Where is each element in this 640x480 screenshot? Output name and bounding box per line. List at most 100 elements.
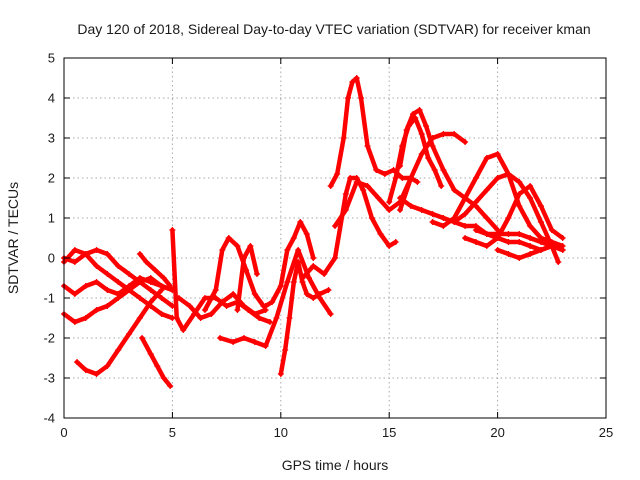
data-point bbox=[136, 315, 143, 321]
data-point bbox=[407, 203, 414, 209]
series-trace bbox=[300, 175, 398, 281]
data-point bbox=[516, 231, 523, 237]
data-point bbox=[527, 251, 534, 257]
data-point bbox=[303, 291, 310, 297]
data-point bbox=[527, 195, 534, 201]
series-trace bbox=[397, 107, 500, 233]
data-point bbox=[247, 243, 254, 249]
data-point bbox=[494, 231, 501, 237]
series-sat-x bbox=[462, 183, 566, 249]
data-point bbox=[212, 287, 219, 293]
y-axis-label: SDTVAR / TECUs bbox=[5, 182, 21, 294]
x-tick-label: 0 bbox=[60, 425, 67, 440]
data-point bbox=[418, 151, 425, 157]
data-point bbox=[345, 95, 352, 101]
data-point bbox=[240, 335, 247, 341]
data-point bbox=[364, 183, 371, 189]
data-point bbox=[342, 207, 349, 213]
data-point bbox=[277, 371, 284, 377]
series-trace bbox=[328, 75, 420, 189]
data-point bbox=[71, 319, 78, 325]
data-point bbox=[483, 243, 490, 249]
data-point bbox=[342, 191, 349, 197]
data-point bbox=[295, 259, 302, 265]
data-point bbox=[167, 383, 174, 389]
data-point bbox=[438, 183, 445, 189]
series-sat-k bbox=[217, 247, 334, 349]
plot-frame bbox=[63, 57, 607, 419]
data-point bbox=[416, 107, 423, 113]
y-tick-label: 5 bbox=[48, 51, 55, 66]
data-point bbox=[334, 171, 341, 177]
series-sat-i bbox=[175, 291, 269, 321]
data-point bbox=[537, 203, 544, 209]
data-point bbox=[472, 175, 479, 181]
data-point bbox=[147, 279, 154, 285]
data-point bbox=[386, 199, 393, 205]
series-trace bbox=[386, 115, 444, 205]
data-point bbox=[429, 135, 436, 141]
data-point bbox=[251, 311, 258, 317]
data-point bbox=[327, 183, 334, 189]
data-point bbox=[269, 299, 276, 305]
series-sat-o bbox=[299, 175, 399, 281]
series-sat-f bbox=[139, 335, 174, 389]
data-point bbox=[115, 279, 122, 285]
data-point bbox=[440, 131, 447, 137]
x-tick-label: 20 bbox=[490, 425, 504, 440]
data-point bbox=[472, 199, 479, 205]
data-point bbox=[82, 283, 89, 289]
data-point bbox=[537, 239, 544, 245]
data-point bbox=[104, 287, 111, 293]
data-point bbox=[505, 171, 512, 177]
data-point bbox=[197, 315, 204, 321]
data-point bbox=[160, 375, 167, 381]
data-point bbox=[104, 271, 111, 277]
data-point bbox=[240, 255, 247, 261]
data-point bbox=[332, 255, 338, 261]
data-point bbox=[483, 155, 490, 161]
data-point bbox=[516, 239, 523, 245]
series-sat-g bbox=[136, 251, 174, 289]
data-point bbox=[505, 239, 512, 245]
data-point bbox=[251, 339, 258, 345]
data-point bbox=[527, 223, 534, 229]
x-tick-label: 25 bbox=[599, 425, 613, 440]
series-trace bbox=[139, 335, 173, 389]
data-point bbox=[321, 271, 328, 277]
series-trace bbox=[263, 219, 316, 309]
data-point bbox=[152, 267, 159, 273]
data-point bbox=[423, 123, 430, 129]
data-point bbox=[82, 315, 89, 321]
series-sat-l bbox=[234, 243, 260, 313]
data-point bbox=[527, 183, 534, 189]
data-point bbox=[440, 167, 447, 173]
data-point bbox=[201, 295, 208, 301]
series-sat-d bbox=[61, 279, 176, 325]
data-point bbox=[429, 219, 436, 225]
data-point bbox=[147, 287, 154, 293]
series-trace bbox=[462, 183, 565, 249]
data-point bbox=[104, 363, 111, 369]
data-point bbox=[418, 207, 425, 213]
data-point bbox=[451, 219, 458, 225]
data-point bbox=[136, 251, 143, 257]
data-point bbox=[462, 223, 469, 229]
data-point bbox=[537, 247, 544, 253]
data-point bbox=[347, 175, 354, 181]
data-point bbox=[548, 227, 555, 233]
series-trace bbox=[202, 235, 266, 313]
data-point bbox=[548, 243, 555, 249]
data-point bbox=[381, 171, 388, 177]
data-point bbox=[559, 235, 566, 241]
data-point bbox=[230, 339, 237, 345]
data-point bbox=[240, 303, 247, 309]
data-point bbox=[223, 303, 230, 309]
series-trace bbox=[278, 259, 331, 377]
data-point bbox=[186, 303, 193, 309]
y-tick-label: -1 bbox=[43, 291, 55, 306]
data-point bbox=[332, 223, 338, 229]
data-point bbox=[173, 315, 180, 321]
data-point bbox=[516, 179, 523, 185]
